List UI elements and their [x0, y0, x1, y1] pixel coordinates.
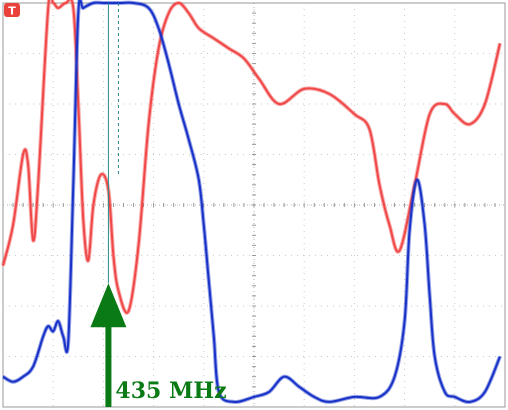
series-2-line	[2, 0, 501, 404]
marker-label: 435 MHz	[115, 378, 226, 404]
trigger-badge: T	[4, 3, 20, 18]
frequency-marker: 435 MHz	[90, 3, 227, 407]
trigger-badge-label: T	[8, 5, 16, 18]
marker-arrow	[90, 283, 127, 407]
traces	[1, 0, 502, 405]
trigger-badge-background	[4, 3, 20, 17]
series-1-line	[2, 0, 501, 314]
